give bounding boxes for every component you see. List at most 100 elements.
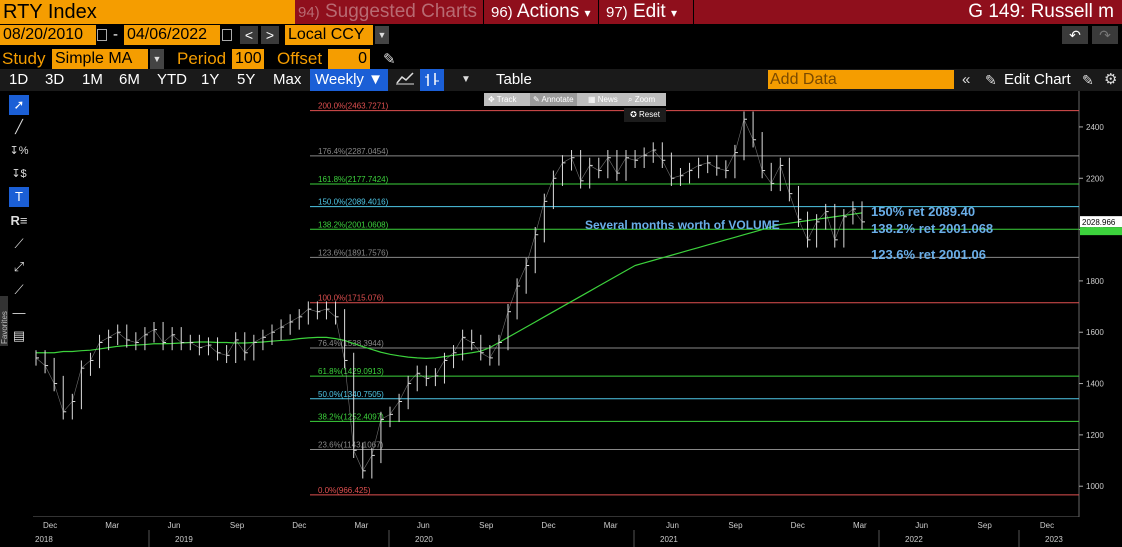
study-select[interactable]: Simple MA	[52, 49, 148, 69]
bar-chart-icon[interactable]	[420, 69, 444, 91]
fib-level-label: 50.0%(1340.7505)	[318, 390, 384, 399]
period-field[interactable]: 100	[232, 49, 264, 69]
period-1y[interactable]: 1Y	[201, 71, 220, 88]
divider	[598, 0, 599, 24]
period-3d[interactable]: 3D	[45, 71, 65, 88]
x-year-label: 2019	[175, 535, 193, 544]
period-max[interactable]: Max	[273, 71, 302, 88]
text-tool-icon[interactable]: T	[9, 187, 29, 207]
x-year-label: 2022	[905, 535, 923, 544]
suggested-charts-menu[interactable]: 94) Suggested Charts	[298, 0, 477, 24]
y-tick-label: 1800	[1086, 277, 1104, 286]
add-data-input[interactable]: Add Data	[768, 70, 954, 89]
x-tick-label: Sep	[728, 521, 743, 530]
x-axis-ticks: Dec Mar Jun Sep Dec Mar Jun Sep Dec Mar Jun Sep Dec M…	[35, 521, 1063, 547]
reset-button[interactable]: ✪ Reset	[624, 108, 666, 122]
x-tick-label: Mar	[355, 521, 369, 530]
chart-title: G 149: Russell m	[968, 1, 1114, 22]
fib-level-label: 0.0%(966.425)	[318, 486, 371, 495]
collapse-icon[interactable]: «	[962, 71, 971, 88]
x-tick-label: Jun	[666, 521, 679, 530]
calendar-icon[interactable]	[97, 29, 107, 41]
price-line	[35, 118, 863, 472]
period-ytd[interactable]: YTD	[157, 71, 187, 88]
title-bar: RTY Index 94) Suggested Charts 96) Actio…	[0, 0, 1122, 24]
parallel-lines-icon[interactable]: ▤	[12, 328, 26, 343]
favorites-tab[interactable]: Favorites	[0, 296, 9, 346]
fibonacci-levels: 200.0%(2463.7271) 176.4%(2287.0454) 161.8%…	[310, 102, 1079, 496]
y-tick-label: 2400	[1086, 123, 1104, 132]
x-tick-label: Jun	[168, 521, 181, 530]
fib-level-label: 123.6%(1891.7576)	[318, 248, 389, 257]
moving-average-line	[36, 212, 863, 360]
ray-icon[interactable]: ⟋	[14, 282, 24, 297]
news-tool[interactable]: ▦ News	[588, 95, 618, 104]
calendar-icon[interactable]	[222, 29, 232, 41]
pointer-icon[interactable]: ➚	[9, 95, 29, 115]
y-tick-label: 1400	[1086, 380, 1104, 389]
actions-menu[interactable]: 96) Actions ▾	[491, 0, 591, 24]
x-year-label: 2020	[415, 535, 433, 544]
redo-icon[interactable]: ↷	[1092, 26, 1118, 44]
last-price-box	[1080, 216, 1122, 228]
favorites-label: Favorites	[0, 311, 9, 344]
line-chart-icon[interactable]	[396, 69, 414, 91]
x-tick-label: Sep	[479, 521, 494, 530]
y-tick-label: 1000	[1086, 482, 1104, 491]
toolbar-row: 1D 3D 1M 6M YTD 1Y 5Y Max Weekly ▼ ▼ Tab…	[0, 69, 1122, 91]
x-tick-label: Jun	[915, 521, 928, 530]
x-tick-label: Mar	[604, 521, 618, 530]
edit-chart-button[interactable]: Edit Chart	[1004, 71, 1071, 88]
x-tick-label: Mar	[853, 521, 867, 530]
period-5y[interactable]: 5Y	[237, 71, 256, 88]
price-tool-icon[interactable]: ↧$	[11, 168, 27, 180]
table-button[interactable]: Table	[496, 71, 532, 88]
y-axis-area	[1079, 91, 1122, 517]
x-tick-label: Dec	[43, 521, 57, 530]
annotate-tool[interactable]: ✎ Annotate	[530, 93, 577, 106]
percent-tool-icon[interactable]: ↧%	[9, 145, 29, 157]
chevron-down-icon[interactable]: ▼	[375, 26, 389, 44]
undo-icon[interactable]: ↶	[1062, 26, 1088, 44]
chevron-down-icon[interactable]: ▼	[461, 74, 471, 85]
start-date-field[interactable]: 08/20/2010	[0, 25, 96, 45]
menu-label: Edit	[632, 1, 666, 22]
frequency-select[interactable]: Weekly ▼	[310, 69, 388, 91]
price-chart[interactable]: 200.0%(2463.7271) 176.4%(2287.0454) 161.8%…	[33, 91, 1122, 547]
currency-select[interactable]: Local CCY	[285, 25, 373, 45]
next-arrow-icon[interactable]: >	[261, 26, 279, 44]
drawing-toolbar: ➚ ╱ ↧% ↧$ T R≡ ⟋ ⤢ ⟋ — ▤ Favorites	[0, 91, 33, 547]
track-tool[interactable]: ✥ Track	[488, 95, 517, 104]
track-label: Track	[496, 95, 517, 104]
period-1d[interactable]: 1D	[9, 71, 29, 88]
x-tick-label: Jun	[417, 521, 430, 530]
pencil-icon: ✎	[985, 72, 997, 88]
x-tick-label: Sep	[230, 521, 245, 530]
draw-line-icon[interactable]: ╱	[15, 119, 23, 134]
y-tick-label: 1600	[1086, 328, 1104, 337]
chart-background	[33, 91, 1122, 547]
x-year-label: 2023	[1045, 535, 1063, 544]
channel-icon[interactable]: ⤢	[13, 259, 25, 274]
ticker-field[interactable]: RTY Index	[0, 0, 295, 24]
annotation-138-ret: 138.2% ret 2001.068	[871, 221, 993, 236]
edit-icon[interactable]: ✎	[1082, 72, 1094, 88]
annotations: 150% ret 2089.40 138.2% ret 2001.068 123.6…	[585, 204, 993, 262]
offset-field[interactable]: 0	[328, 49, 370, 69]
period-1m[interactable]: 1M	[82, 71, 103, 88]
menu-number: 97)	[606, 4, 628, 21]
trendline-icon[interactable]: ⟋	[14, 236, 24, 251]
chevron-down-icon[interactable]: ▼	[150, 49, 164, 69]
gear-icon[interactable]: ⚙	[1104, 71, 1118, 88]
retracement-tool-icon[interactable]: R≡	[10, 213, 28, 228]
study-label: Study	[2, 49, 46, 68]
edit-menu[interactable]: 97) Edit ▾	[606, 0, 677, 24]
annotation-150-ret: 150% ret 2089.40	[871, 204, 975, 219]
horizontal-line-icon[interactable]: —	[12, 305, 26, 320]
period-6m[interactable]: 6M	[119, 71, 140, 88]
zoom-tool[interactable]: ⌕ Zoom	[628, 95, 656, 104]
pencil-icon[interactable]: ✎	[383, 51, 396, 68]
end-date-field[interactable]: 04/06/2022	[124, 25, 220, 45]
previous-arrow-icon[interactable]: <	[240, 26, 258, 44]
news-label: News	[597, 95, 618, 104]
